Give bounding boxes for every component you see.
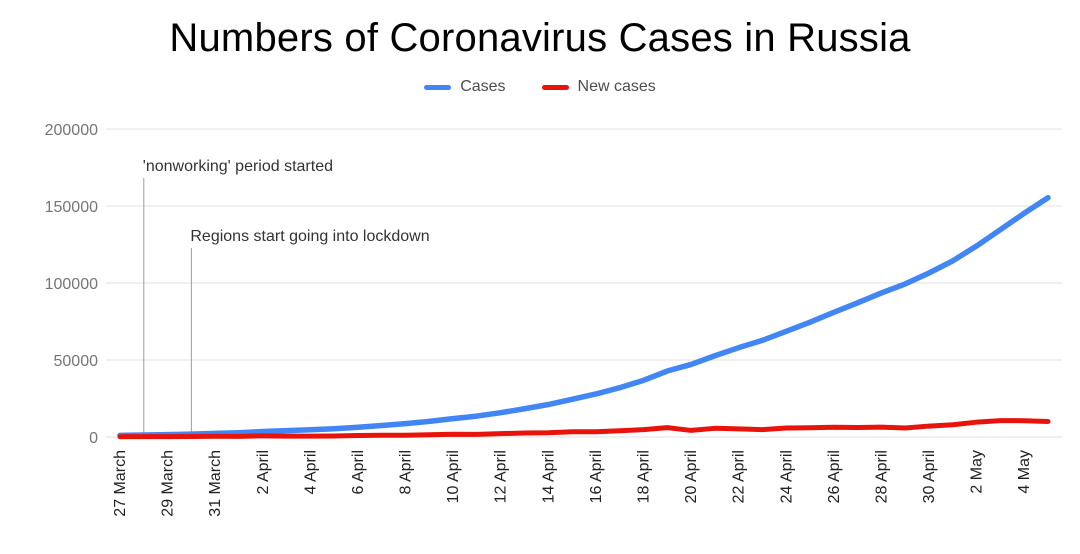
x-tick-label: 28 April [873, 450, 890, 503]
x-tick-label: 12 April [493, 450, 510, 503]
x-tick-label: 31 March [207, 450, 224, 517]
cases-line-swatch-icon [424, 84, 452, 90]
y-tick-label: 0 [89, 430, 98, 447]
x-tick-label: 20 April [683, 450, 700, 503]
x-tick-label: 26 April [826, 450, 843, 503]
x-tick-label: 24 April [778, 450, 795, 503]
annotation-label: Regions start going into lockdown [190, 228, 429, 245]
x-tick-label: 18 April [635, 450, 652, 503]
x-tick-label: 22 April [731, 450, 748, 503]
x-tick-label: 4 April [302, 450, 319, 494]
x-tick-label: 6 April [350, 450, 367, 494]
x-tick-label: 27 March [112, 450, 129, 517]
x-tick-label: 10 April [445, 450, 462, 503]
legend-item-new-cases: New cases [541, 78, 656, 96]
x-tick-label: 30 April [921, 450, 938, 503]
y-tick-label: 150000 [45, 199, 98, 216]
new-cases-line [117, 418, 1051, 440]
x-tick-label: 14 April [540, 450, 557, 503]
y-tick-label: 100000 [45, 276, 98, 293]
x-tick-label: 16 April [588, 450, 605, 503]
x-tick-label: 8 April [398, 450, 415, 494]
legend: Cases New cases [0, 78, 1080, 96]
legend-label-new-cases: New cases [577, 78, 656, 95]
y-tick-label: 50000 [54, 353, 99, 370]
x-tick-label: 29 March [160, 450, 177, 517]
legend-item-cases: Cases [424, 78, 506, 96]
legend-label-cases: Cases [460, 78, 506, 95]
x-tick-label: 2 April [255, 450, 272, 494]
annotation-label: 'nonworking' period started [143, 158, 333, 175]
y-tick-label: 200000 [45, 122, 98, 139]
chart-title: Numbers of Coronavirus Cases in Russia [169, 16, 911, 60]
new-cases-line-swatch-icon [541, 84, 569, 90]
cases-line [117, 194, 1051, 439]
x-tick-label: 2 May [969, 450, 986, 494]
x-tick-label: 4 May [1016, 450, 1033, 494]
